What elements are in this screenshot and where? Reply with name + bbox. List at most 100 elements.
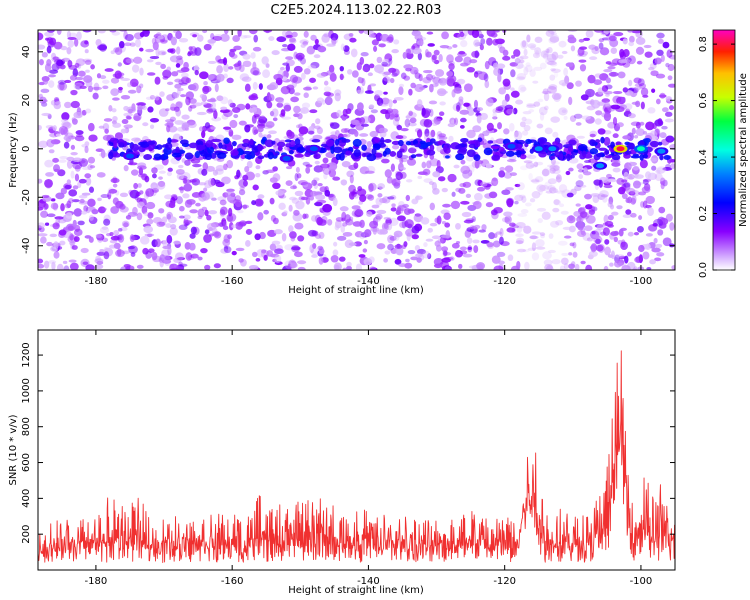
spectrogram-cell [370,109,378,114]
spectrogram-cell [273,229,283,235]
spectrogram-cell [382,77,388,85]
spectrogram-cell [287,43,296,52]
spectrogram-cell [286,131,295,140]
spectrogram-cell [446,71,454,77]
spectrogram-cell [486,242,494,248]
spectrogram-cell [365,148,372,153]
spectrogram-cell [377,193,383,198]
spectrogram-cell [411,30,421,37]
spectrogram-cell [161,254,171,264]
spectrogram-cell [94,258,104,264]
spectrogram-cell [315,234,322,240]
spectrogram-cell [434,217,440,223]
spectrogram-cell [316,73,327,78]
spectrogram-cell [661,107,669,113]
spectrogram-cell [531,252,540,261]
spectrogram-cell [113,140,118,149]
spectrogram-cell [607,66,616,70]
spectrogram-cell [634,174,644,179]
spectrogram-cell [466,107,475,116]
spectrogram-cell [99,226,110,234]
spectrogram-cell [44,178,53,188]
spectrogram-cell [313,180,319,190]
spectrogram-cell [207,39,217,44]
spectrogram-cell [579,184,587,188]
spectrogram-cell [413,213,424,223]
spectrogram-cell [519,59,525,64]
spectrogram-cell [223,137,230,145]
spectrogram-cell [405,228,414,237]
spectrogram-cell [379,229,388,235]
spectrogram-cell [442,203,451,208]
spectrogram-cell [305,196,311,205]
spectrogram-cell [316,216,323,226]
spectrogram-cell [347,69,353,75]
spectrogram-cell [346,170,355,178]
spectrogram-cell [131,64,140,73]
spectrogram-cell [84,145,89,154]
spectrogram-cell [85,177,92,186]
spectrogram-cell [416,129,423,138]
spectrogram-cell [314,160,320,165]
spectrogram-cell [204,264,211,270]
spectrogram-cell [97,30,106,34]
spectrogram-cell [155,47,160,57]
snr-x-tick-label: -140 [357,576,380,587]
spectrogram-cell [110,178,120,184]
spectrogram-cell [417,175,423,180]
spectrogram-cell [211,116,222,122]
spectrogram-cell [364,194,373,200]
spectrogram-cell [283,104,292,112]
spectrogram-cell [220,96,229,105]
spectrogram-cell [621,193,628,200]
spectrogram-cell [216,95,224,102]
spectrogram-cell [426,149,436,156]
spectrogram-cell [185,252,193,261]
spectrogram-cell [143,154,153,161]
spectrogram-cell [70,170,75,179]
spectrogram-cell [252,251,258,258]
spectrogram-cell [249,138,254,146]
spectrogram-cell [180,171,191,181]
spectrogram-cell [248,95,259,101]
spectrogram-cell [475,160,484,165]
spectrogram-cell [619,48,625,58]
spectrogram-cell [480,181,488,187]
spectrogram-cell [245,171,256,181]
spectrogram-cell [252,61,257,70]
spectrogram-cell [199,71,209,80]
spectrogram-cell [539,111,545,121]
spectrogram-cell [605,93,610,97]
spectrogram-cell [416,36,427,41]
spectrogram-cell [41,194,50,198]
spectrogram-cell [145,201,156,210]
spectrogram-cell [448,135,454,142]
spectrogram-cell [621,96,626,102]
spectrogram-cell [580,94,589,101]
spectrogram-cell [381,61,388,67]
spectrogram-cell [504,93,510,102]
spectrogram-cell [402,203,409,208]
spectrogram-cell [363,239,368,245]
spectrogram-cell [447,123,456,128]
spectrogram-cell [359,194,367,203]
spectrogram-cell [65,212,73,219]
spectrogram-cell [630,121,641,127]
spectrogram-cell [476,107,484,112]
spectrogram-cell [426,73,433,81]
spectrogram-cell [560,210,569,215]
spectrogram-cell [117,233,125,243]
spectrogram-cell [636,60,643,65]
spectrogram-cell [245,103,251,110]
spectrogram-cell [53,251,60,259]
spectrogram-cell [458,263,463,269]
spectrogram-cell [432,187,440,195]
spectrogram-cell [346,261,352,268]
spectrogram-cell [159,39,168,44]
spectrogram-cell [220,248,229,254]
spectrogram-cell [483,73,489,82]
spectrogram-cell [455,153,465,161]
spectrogram-cell [633,232,640,236]
spectrogram-cell [416,40,425,46]
spectrogram-cell [537,98,544,103]
